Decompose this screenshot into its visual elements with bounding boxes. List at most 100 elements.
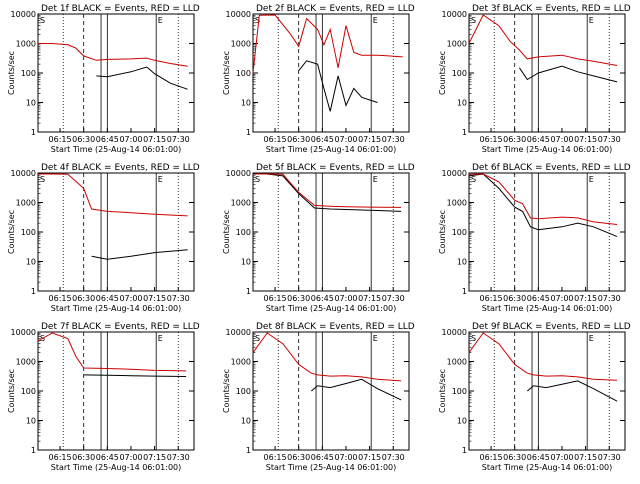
y-tick-label: 10 [26,258,36,267]
events-series-line [468,173,618,238]
y-tick-label: 100 [236,69,251,78]
x-tick-label: 07:15 [143,135,166,144]
x-tick-label: 07:00 [334,294,357,303]
y-tick-label: 10000 [442,328,467,337]
x-tick-label: 06:45 [527,294,550,303]
x-tick-label: 06:15 [480,453,503,462]
lld-series-line [37,332,187,372]
x-tick-label: 07:30 [167,135,190,144]
lld-series-line [252,14,403,74]
x-tick-label: 06:30 [287,453,310,462]
lld-series-line [468,332,618,381]
y-tick-label: 1 [462,287,467,296]
detector-panel: Det 4f BLACK = Events, RED = LLD 1 10 100 10… [7,163,200,313]
y-axis-label: Counts/sec [222,210,231,254]
y-tick-label: 1 [31,446,36,455]
end-flag: E [373,334,378,343]
events-series-line [526,380,618,402]
panel-title: Det 2f BLACK = Events, RED = LLD [256,4,415,14]
y-tick-label: 10 [26,417,36,426]
y-tick-label: 1 [246,128,251,137]
x-tick-label: 06:30 [72,453,95,462]
x-tick-label: 06:45 [96,453,119,462]
y-axis-label: Counts/sec [438,51,447,95]
x-tick-label: 06:15 [49,135,72,144]
plot-frame [468,331,626,451]
y-tick-label: 100 [236,228,251,237]
x-tick-label: 06:30 [72,135,95,144]
plot-frame [252,172,410,292]
x-axis-label: Start Time (25-Aug-14 06:01:00) [482,463,613,472]
x-tick-label: 06:15 [264,294,287,303]
start-flag: S [255,334,260,343]
x-axis-label: Start Time (25-Aug-14 06:01:00) [51,463,182,472]
x-axis-label: Start Time (25-Aug-14 06:01:00) [266,304,397,313]
detector-panel: Det 6f BLACK = Events, RED = LLD 1 10 100 10… [438,163,631,313]
x-tick-label: 07:15 [143,294,166,303]
y-tick-label: 10 [457,258,467,267]
y-tick-label: 1000 [231,40,251,49]
x-tick-label: 06:30 [72,294,95,303]
y-tick-label: 1000 [16,199,36,208]
x-tick-label: 06:15 [49,294,72,303]
plot-frame [37,172,195,292]
start-flag: S [40,16,45,25]
end-flag: E [373,175,378,184]
x-tick-label: 06:15 [49,453,72,462]
plot-frame [252,331,410,451]
plot-frame [37,331,195,451]
lld-series-line [38,173,188,217]
x-tick-label: 06:15 [264,135,287,144]
x-tick-label: 07:00 [334,453,357,462]
x-tick-label: 06:30 [503,453,526,462]
x-tick-label: 07:15 [574,135,597,144]
start-flag: S [471,175,476,184]
x-tick-label: 07:00 [550,294,573,303]
end-flag: E [158,175,163,184]
y-tick-label: 1000 [447,40,467,49]
x-tick-label: 06:45 [527,135,550,144]
y-tick-label: 10000 [11,169,36,178]
x-axis-label: Start Time (25-Aug-14 06:01:00) [266,463,397,472]
x-tick-label: 06:15 [480,135,503,144]
y-axis-label: Counts/sec [438,369,447,413]
x-tick-label: 07:15 [143,453,166,462]
plot-frame [37,13,195,133]
y-tick-label: 1 [246,287,251,296]
x-tick-label: 07:00 [550,135,573,144]
x-tick-label: 07:15 [358,135,381,144]
y-tick-label: 10000 [226,10,251,19]
y-tick-label: 1000 [16,358,36,367]
y-tick-label: 10 [457,417,467,426]
y-tick-label: 1000 [231,358,251,367]
x-tick-label: 06:45 [311,135,334,144]
x-tick-label: 06:30 [287,294,310,303]
y-axis-label: Counts/sec [438,210,447,254]
panel-title: Det 1f BLACK = Events, RED = LLD [41,4,200,14]
x-tick-label: 07:30 [598,135,621,144]
detector-panel: Det 8f BLACK = Events, RED = LLD 1 10 100 10… [222,322,415,472]
y-axis-label: Counts/sec [7,210,16,254]
y-tick-label: 1000 [231,199,251,208]
x-axis-label: Start Time (25-Aug-14 06:01:00) [51,304,182,313]
lld-series-line [253,173,402,208]
x-tick-label: 06:15 [264,453,287,462]
x-tick-label: 07:15 [574,453,597,462]
x-tick-label: 06:45 [527,453,550,462]
start-flag: S [255,175,260,184]
detector-panel: Det 5f BLACK = Events, RED = LLD 1 10 100 10… [222,163,415,313]
y-axis-label: Counts/sec [222,51,231,95]
panel-title: Det 6f BLACK = Events, RED = LLD [472,163,631,173]
y-axis-label: Counts/sec [222,369,231,413]
events-series-line [253,173,402,212]
x-tick-label: 07:30 [382,135,405,144]
y-tick-label: 10 [26,99,36,108]
events-series-line [298,60,378,112]
y-tick-label: 10000 [226,169,251,178]
x-tick-label: 07:15 [358,453,381,462]
plot-frame [468,13,626,133]
end-flag: E [589,16,594,25]
panel-title: Det 7f BLACK = Events, RED = LLD [41,322,200,332]
